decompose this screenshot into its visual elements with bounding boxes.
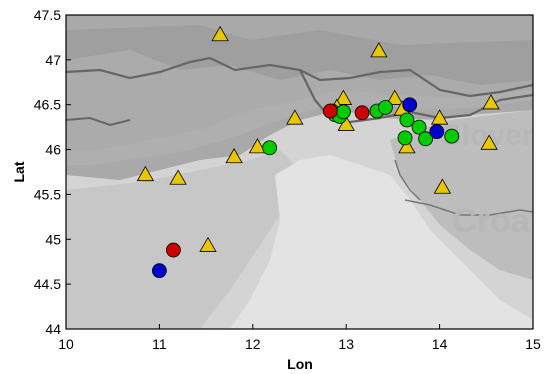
y-axis-label: Lat [11, 161, 27, 182]
triangle-marker [337, 115, 355, 131]
y-tick-label: 46 [45, 142, 61, 158]
plot-frame [65, 14, 534, 330]
x-tick-label: 13 [338, 336, 354, 352]
x-axis-ticks: 10 11 12 13 14 15 [58, 324, 541, 352]
circle-marker [166, 242, 181, 258]
triangle-marker [398, 138, 416, 154]
circle-marker [444, 128, 460, 144]
x-tick-label: 10 [58, 336, 74, 352]
x-axis-label: Lon [287, 356, 313, 372]
circle-marker [429, 124, 445, 140]
circle-marker [151, 263, 167, 279]
triangle-marker [211, 25, 229, 42]
y-tick-label: 46.5 [34, 97, 61, 113]
data-markers [136, 25, 500, 279]
circle-marker [418, 131, 433, 147]
triangle-marker [169, 169, 187, 185]
triangle-marker [225, 147, 243, 164]
triangle-marker [482, 94, 500, 110]
triangle-marker [286, 109, 304, 125]
x-tick-label: 15 [525, 336, 541, 352]
triangle-marker [480, 134, 498, 150]
circle-marker [411, 119, 427, 135]
circle-marker [322, 103, 338, 119]
circle-marker [399, 112, 415, 128]
y-tick-label: 44 [45, 321, 61, 337]
triangle-marker [199, 236, 217, 252]
triangle-marker [433, 178, 452, 194]
y-tick-label: 45 [45, 231, 61, 247]
x-tick-label: 14 [432, 336, 448, 352]
y-tick-label: 45.5 [34, 186, 61, 202]
circle-marker [335, 104, 351, 120]
map-label-croatia: Croa [452, 202, 531, 240]
y-tick-label: 44.5 [34, 276, 61, 292]
triangle-marker [386, 89, 404, 105]
x-tick-label: 11 [152, 336, 167, 352]
map-background: Sloven Croa [66, 15, 533, 329]
triangle-marker [334, 89, 353, 105]
y-tick-label: 47 [45, 52, 61, 68]
circle-marker [402, 97, 418, 113]
triangle-marker [248, 138, 267, 154]
y-tick-label: 47.5 [34, 7, 61, 23]
y-axis-ticks: 44 44.5 45 45.5 46 46.5 47 47.5 [34, 7, 71, 337]
circle-marker [354, 105, 370, 121]
circle-marker [397, 130, 413, 146]
triangle-marker [370, 42, 388, 58]
x-tick-label: 12 [245, 336, 261, 352]
circle-marker [378, 100, 393, 115]
circle-marker [262, 140, 278, 156]
triangle-marker [136, 165, 155, 182]
triangle-marker [430, 109, 449, 125]
